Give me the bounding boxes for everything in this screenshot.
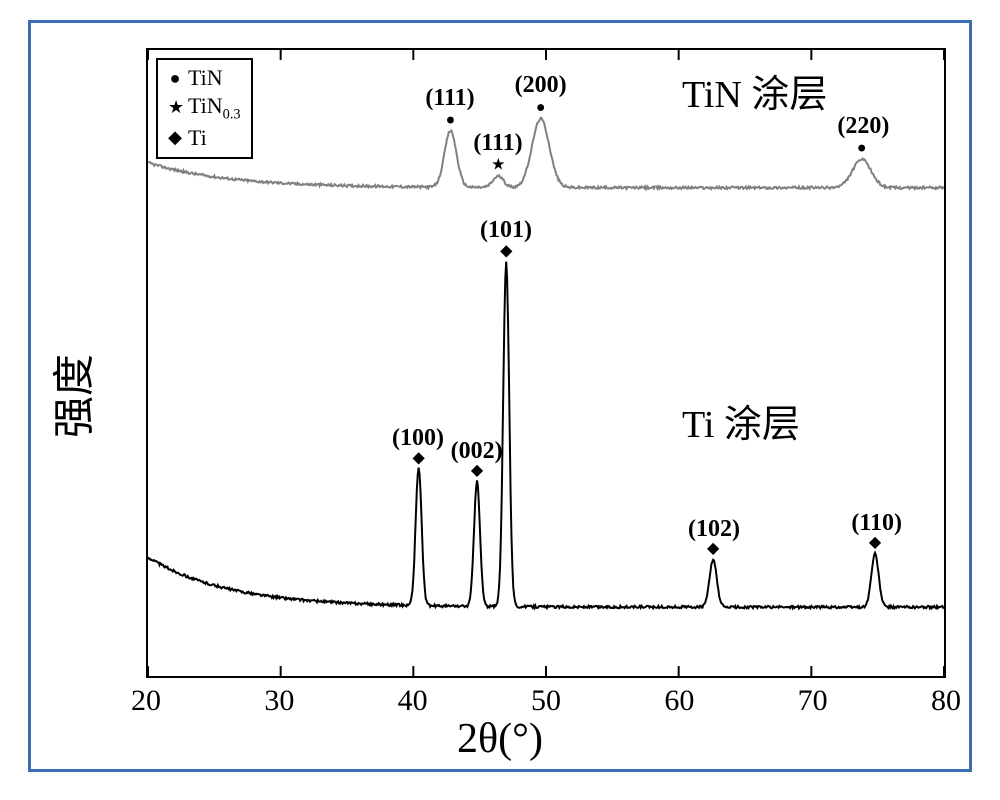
x-tick-label: 80: [931, 684, 961, 718]
series-title: TiN 涂层: [682, 63, 827, 118]
peak-label: (200): [515, 72, 567, 99]
peak-label: (002): [451, 438, 503, 465]
svg-text:●: ●: [536, 99, 546, 116]
legend-label: TiN0.3: [188, 92, 241, 124]
legend-label: TiN: [188, 64, 223, 92]
svg-text:●: ●: [446, 111, 456, 128]
peak-label: (102): [688, 516, 740, 543]
legend-marker-icon: ●: [168, 67, 182, 90]
x-axis-label: 2θ(°): [31, 715, 969, 763]
plot-area: ●★●●◆◆◆◆◆ ●TiN★TiN0.3◆Ti: [146, 48, 946, 678]
legend-item: ◆ Ti: [168, 124, 241, 152]
peak-label: (220): [837, 113, 889, 140]
legend: ● TiN ★ TiN0.3 ◆ Ti: [156, 58, 253, 159]
legend-marker-icon: ★: [168, 96, 182, 119]
y-axis-label: 强度: [41, 354, 102, 438]
legend-label: Ti: [188, 124, 207, 152]
peak-label: (111): [425, 85, 474, 112]
peak-label: (101): [480, 217, 532, 244]
svg-text:◆: ◆: [500, 243, 513, 260]
legend-item: ★ TiN0.3: [168, 92, 241, 124]
x-tick-label: 20: [131, 684, 161, 718]
series-title: Ti 涂层: [682, 393, 800, 448]
svg-text:★: ★: [491, 156, 505, 173]
peak-label: (100): [392, 425, 444, 452]
peak-label: (110): [851, 510, 902, 537]
x-tick-label: 70: [798, 684, 828, 718]
x-tick-label: 30: [264, 684, 294, 718]
x-tick-label: 40: [398, 684, 428, 718]
x-tick-label: 60: [664, 684, 694, 718]
xrd-plot-svg: ●★●●◆◆◆◆◆: [148, 50, 944, 676]
x-tick-label: 50: [531, 684, 561, 718]
svg-text:●: ●: [857, 139, 867, 156]
peak-label: (111): [473, 130, 522, 157]
legend-item: ● TiN: [168, 64, 241, 92]
figure-border: 强度 ●★●●◆◆◆◆◆ ●TiN★TiN0.3◆Ti 2θ(°) 203040…: [28, 20, 972, 772]
legend-marker-icon: ◆: [168, 126, 182, 149]
